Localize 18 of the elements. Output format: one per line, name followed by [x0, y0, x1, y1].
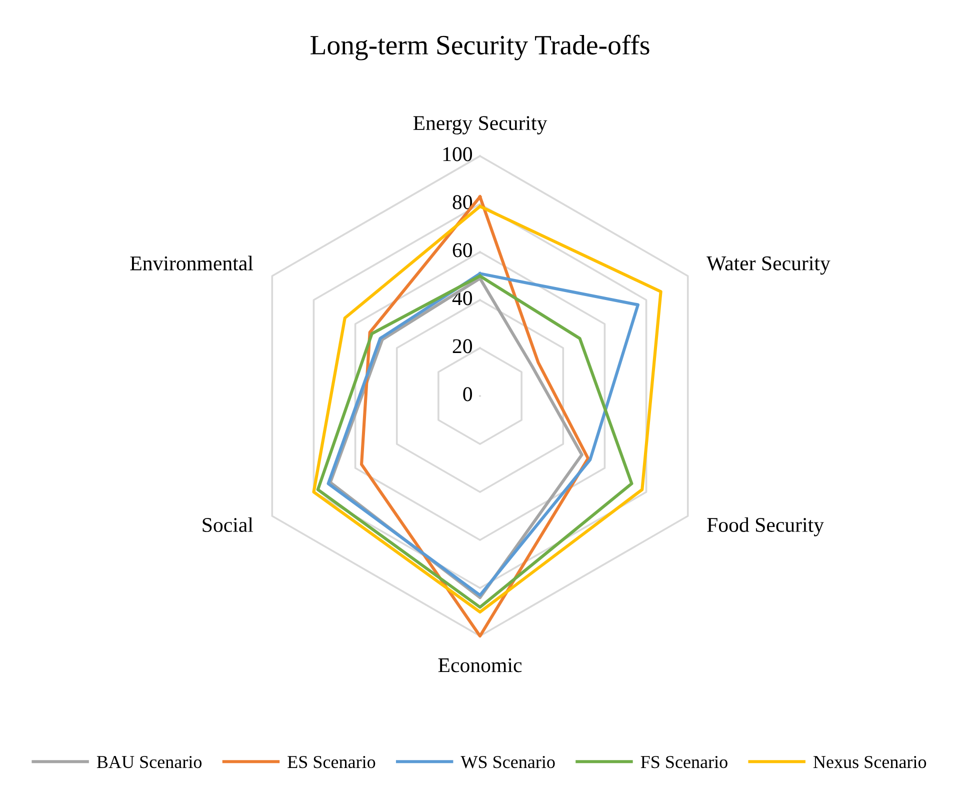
spoke-label: Social	[202, 517, 254, 532]
chart-title: Long-term Security Trade-offs	[310, 34, 650, 60]
legend-label: Nexus Scenario	[813, 756, 926, 768]
y-tick-label: 80	[452, 195, 472, 210]
legend-label: BAU Scenario	[96, 756, 202, 768]
spoke-label: Water Security	[706, 256, 830, 275]
y-tick-label: 0	[463, 387, 472, 402]
spoke-label: Energy Security	[413, 116, 548, 134]
spoke-label: Economic	[438, 658, 522, 672]
y-tick-label: 100	[443, 147, 472, 162]
spoke-label: Food Security	[707, 517, 824, 536]
legend-label: FS Scenario	[640, 756, 728, 768]
y-tick-label: 60	[452, 243, 472, 258]
y-tick-label: 20	[452, 339, 472, 354]
legend-label: WS Scenario	[460, 756, 555, 768]
spoke-label: Environmental	[130, 256, 254, 270]
y-tick-label: 40	[452, 291, 472, 306]
legend-label: ES Scenario	[288, 756, 376, 768]
